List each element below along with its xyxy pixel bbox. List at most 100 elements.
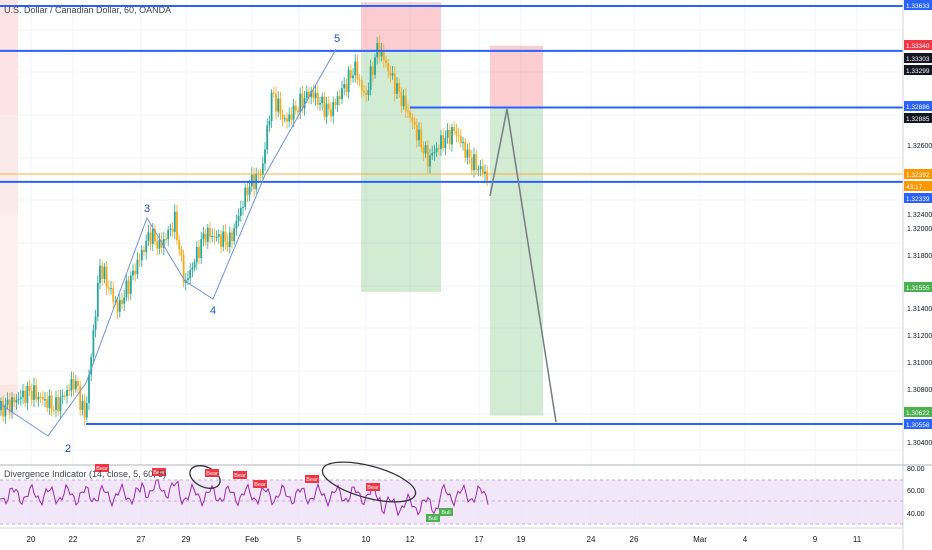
candle-body bbox=[277, 98, 280, 112]
candle-body bbox=[312, 91, 315, 99]
candle-body bbox=[288, 114, 291, 122]
price-tag bbox=[904, 40, 932, 50]
candle-body bbox=[17, 399, 20, 401]
stop-loss-zone[interactable] bbox=[361, 2, 441, 52]
rsi-band bbox=[0, 480, 903, 524]
candle-body bbox=[479, 166, 482, 170]
candle-body bbox=[473, 154, 475, 171]
candle-body bbox=[310, 91, 313, 98]
candle-body bbox=[61, 395, 64, 398]
candle-body bbox=[356, 61, 359, 80]
candle-body bbox=[345, 83, 348, 93]
candle-body bbox=[321, 96, 324, 104]
candle-body bbox=[330, 109, 332, 117]
candle-body bbox=[226, 241, 229, 248]
candle-body bbox=[11, 397, 13, 413]
candle-body bbox=[334, 102, 337, 105]
candle-body bbox=[101, 265, 104, 279]
candle-body bbox=[270, 92, 273, 121]
candle-body bbox=[338, 96, 341, 100]
x-tick-label: 9 bbox=[813, 535, 818, 544]
candle-body bbox=[121, 299, 123, 304]
candle-body bbox=[468, 149, 471, 158]
candle-body bbox=[347, 69, 350, 93]
price-tag bbox=[904, 419, 932, 429]
take-profit-zone[interactable] bbox=[490, 108, 543, 416]
candle-body bbox=[297, 110, 299, 113]
candle-body bbox=[123, 297, 126, 304]
candle-body bbox=[129, 275, 132, 294]
candle-body bbox=[30, 390, 33, 400]
candle-body bbox=[387, 63, 390, 72]
candle-body bbox=[442, 135, 445, 149]
candle-body bbox=[464, 141, 467, 158]
candle-body bbox=[147, 232, 150, 241]
candle-body bbox=[371, 66, 374, 75]
left-stop-zone bbox=[0, 115, 18, 215]
candle-body bbox=[431, 153, 434, 156]
price-tag bbox=[904, 0, 932, 10]
price-tag-label: 1.32392 bbox=[906, 172, 930, 179]
x-tick-label: Mar bbox=[693, 535, 707, 544]
candle-body bbox=[224, 231, 227, 242]
left-stop-zone bbox=[0, 0, 18, 115]
candle-body bbox=[303, 98, 306, 109]
candle-body bbox=[39, 396, 42, 398]
projection-path[interactable] bbox=[489, 108, 557, 423]
price-tag bbox=[904, 65, 932, 75]
candle-body bbox=[57, 397, 60, 412]
wave-label: 4 bbox=[210, 305, 216, 317]
indicator-title: Divergence Indicator (14, close, 5, 60, … bbox=[4, 469, 167, 479]
price-tag bbox=[904, 53, 932, 63]
price-tag-label: 1.33303 bbox=[906, 56, 930, 63]
divergence-ellipse[interactable] bbox=[186, 461, 223, 493]
candle-body bbox=[169, 228, 172, 230]
candle-body bbox=[239, 208, 242, 216]
candle-body bbox=[477, 169, 480, 171]
x-tick-label: 17 bbox=[475, 535, 484, 544]
candle-body bbox=[213, 235, 216, 238]
position-zones bbox=[0, 0, 543, 416]
candle-body bbox=[466, 149, 469, 158]
signal-label: Bull bbox=[441, 510, 450, 516]
candle-body bbox=[448, 130, 451, 145]
stop-loss-zone[interactable] bbox=[490, 45, 543, 109]
candle-body bbox=[279, 98, 282, 115]
price-tag-label: 43:17 bbox=[906, 184, 923, 191]
x-tick-label: 27 bbox=[137, 535, 146, 544]
candle-body bbox=[145, 240, 148, 253]
candle-body bbox=[437, 147, 440, 149]
x-tick-label: 12 bbox=[406, 535, 415, 544]
y-tick-label: 1.32400 bbox=[907, 212, 932, 219]
candle-body bbox=[435, 147, 438, 152]
candle-body bbox=[457, 135, 460, 137]
candle-body bbox=[470, 157, 473, 171]
candle-body bbox=[411, 117, 414, 122]
elliott-wave-line[interactable] bbox=[0, 48, 337, 437]
candle-body bbox=[407, 110, 409, 113]
candles bbox=[0, 35, 489, 426]
candle-body bbox=[167, 229, 170, 240]
candle-body bbox=[96, 282, 99, 317]
candle-body bbox=[134, 270, 137, 275]
candle-body bbox=[360, 80, 363, 91]
candle-body bbox=[429, 155, 431, 167]
candle-body bbox=[59, 397, 62, 412]
price-axis-bg bbox=[903, 0, 932, 550]
signal-label: Bear bbox=[254, 482, 266, 488]
signal-label: Bear bbox=[153, 470, 165, 476]
signal-label: Bear bbox=[206, 471, 218, 477]
candle-body bbox=[206, 227, 209, 242]
candle-body bbox=[424, 145, 427, 154]
candle-body bbox=[420, 129, 423, 148]
price-tag-label: 1.32885 bbox=[906, 116, 930, 123]
bull-signal-tag bbox=[439, 508, 453, 516]
divergence-ellipse[interactable] bbox=[318, 454, 419, 510]
candle-body bbox=[41, 396, 44, 400]
candle-body bbox=[446, 130, 449, 138]
candle-body bbox=[103, 266, 106, 279]
x-tick-label: Feb bbox=[245, 535, 259, 544]
candle-body bbox=[118, 299, 121, 312]
candle-body bbox=[37, 396, 40, 400]
